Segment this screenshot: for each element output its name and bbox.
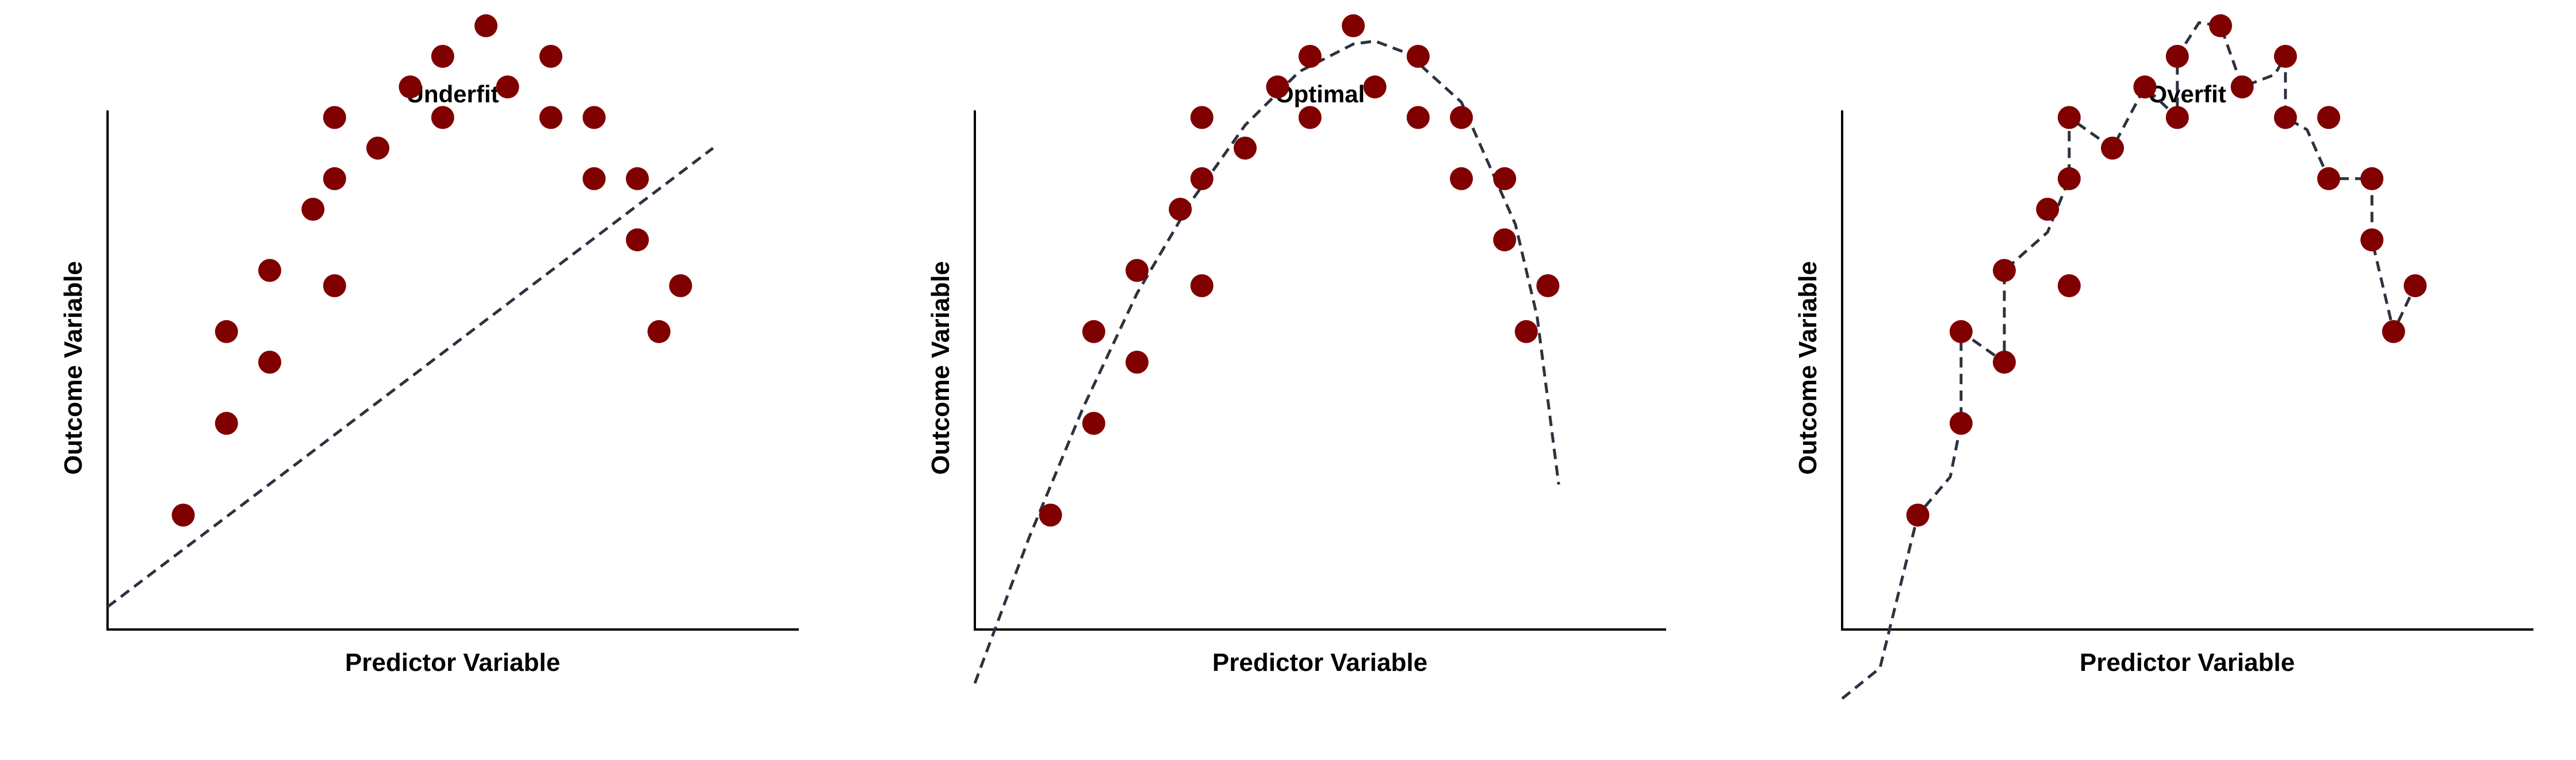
data-point bbox=[1949, 412, 1973, 435]
data-point bbox=[1514, 320, 1538, 343]
data-point bbox=[258, 259, 281, 282]
y-axis-label: Outcome Variable bbox=[1794, 261, 1822, 475]
data-point bbox=[301, 198, 325, 221]
data-point bbox=[1406, 45, 1430, 68]
data-point bbox=[2036, 198, 2060, 221]
data-point bbox=[2273, 45, 2297, 68]
data-point bbox=[1450, 106, 1473, 129]
data-point bbox=[1406, 106, 1430, 129]
data-point bbox=[323, 274, 346, 297]
data-point bbox=[2101, 136, 2124, 160]
data-point bbox=[323, 167, 346, 190]
data-point bbox=[2057, 167, 2081, 190]
data-point bbox=[669, 274, 692, 297]
data-point bbox=[1993, 259, 2016, 282]
data-point bbox=[2057, 274, 2081, 297]
data-point bbox=[1493, 228, 1517, 252]
data-point bbox=[539, 45, 562, 68]
fit-line bbox=[973, 39, 1560, 684]
data-point bbox=[647, 320, 671, 343]
data-point bbox=[2317, 167, 2340, 190]
data-point bbox=[539, 106, 562, 129]
data-point bbox=[1493, 167, 1517, 190]
panel-optimal: Optimal Predictor Variable Outcome Varia… bbox=[927, 14, 1666, 684]
plot-marks bbox=[106, 14, 714, 608]
data-point bbox=[1082, 412, 1105, 435]
data-point bbox=[258, 351, 281, 374]
y-axis-label: Outcome Variable bbox=[927, 261, 955, 475]
data-point bbox=[583, 106, 606, 129]
data-point bbox=[2165, 45, 2189, 68]
data-point bbox=[1126, 351, 1149, 374]
data-point bbox=[1342, 14, 1365, 37]
data-point bbox=[1190, 274, 1214, 297]
data-point bbox=[1266, 75, 1289, 99]
data-point bbox=[474, 14, 497, 37]
data-point bbox=[1536, 274, 1560, 297]
data-point bbox=[1298, 106, 1322, 129]
data-point bbox=[431, 106, 454, 129]
data-point bbox=[2403, 274, 2427, 297]
data-point bbox=[2382, 320, 2405, 343]
data-point bbox=[1906, 504, 1930, 527]
data-point bbox=[2230, 75, 2254, 99]
panel-title: Optimal bbox=[1275, 80, 1365, 108]
data-point bbox=[1082, 320, 1105, 343]
data-point bbox=[2133, 75, 2157, 99]
panel-underfit: Underfit Predictor Variable Outcome Vari… bbox=[59, 14, 799, 677]
data-point bbox=[1298, 45, 1322, 68]
data-point bbox=[2057, 106, 2081, 129]
data-point bbox=[2317, 106, 2340, 129]
data-point bbox=[626, 228, 649, 252]
data-point bbox=[1039, 504, 1062, 527]
data-point bbox=[2360, 228, 2384, 252]
data-point bbox=[1363, 75, 1387, 99]
panel-title: Underfit bbox=[407, 80, 499, 108]
data-point bbox=[215, 320, 238, 343]
data-point bbox=[1234, 136, 1257, 160]
data-point bbox=[399, 75, 422, 99]
data-point bbox=[2360, 167, 2384, 190]
panel-overfit: Overfit Predictor Variable Outcome Varia… bbox=[1794, 14, 2533, 700]
data-point bbox=[583, 167, 606, 190]
x-axis-label: Predictor Variable bbox=[2080, 648, 2295, 677]
data-point bbox=[366, 136, 389, 160]
data-point bbox=[171, 504, 195, 527]
y-axis-label: Outcome Variable bbox=[59, 261, 87, 475]
x-axis-label: Predictor Variable bbox=[345, 648, 560, 677]
data-point bbox=[1169, 198, 1192, 221]
data-point bbox=[1126, 259, 1149, 282]
data-point bbox=[2209, 14, 2232, 37]
fit-line bbox=[106, 147, 714, 608]
plot-marks bbox=[973, 14, 1560, 684]
data-point bbox=[626, 167, 649, 190]
data-point bbox=[323, 106, 346, 129]
x-axis-label: Predictor Variable bbox=[1212, 648, 1427, 677]
data-point bbox=[1993, 351, 2016, 374]
data-point bbox=[431, 45, 454, 68]
plot-marks bbox=[1841, 14, 2427, 700]
panel-title: Overfit bbox=[2148, 80, 2226, 108]
data-point bbox=[1949, 320, 1973, 343]
data-point bbox=[2165, 106, 2189, 129]
data-point bbox=[215, 412, 238, 435]
data-point bbox=[2273, 106, 2297, 129]
data-point bbox=[496, 75, 519, 99]
data-point bbox=[1190, 167, 1214, 190]
data-point bbox=[1450, 167, 1473, 190]
data-point bbox=[1190, 106, 1214, 129]
